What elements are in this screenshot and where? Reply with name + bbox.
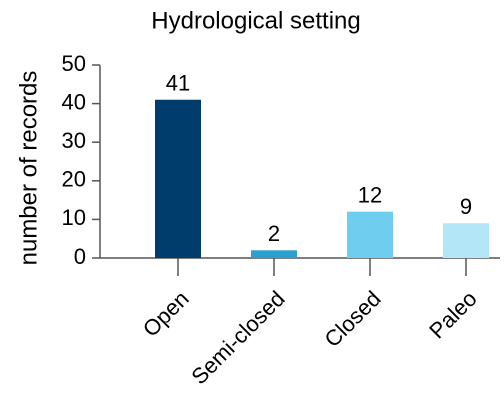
value-label: 2 <box>268 221 280 246</box>
value-label: 41 <box>166 71 190 96</box>
chart-title: Hydrological setting <box>151 7 360 34</box>
bar <box>443 223 489 258</box>
y-tick-label: 20 <box>62 167 86 192</box>
x-tick-label: Open <box>138 286 194 342</box>
y-tick-label: 30 <box>62 128 86 153</box>
bar <box>251 250 297 258</box>
x-tick-label: Semi-closed <box>186 286 289 389</box>
value-label: 9 <box>460 194 472 219</box>
bar <box>347 211 393 258</box>
y-tick-label: 50 <box>62 51 86 76</box>
x-tick-label: Paleo <box>424 286 481 343</box>
y-tick-label: 0 <box>74 244 86 269</box>
y-tick-label: 40 <box>62 89 86 114</box>
value-label: 12 <box>358 182 382 207</box>
x-tick-label: Closed <box>320 286 386 352</box>
y-axis-title: number of records <box>15 71 42 266</box>
bar <box>155 99 201 259</box>
y-tick-label: 10 <box>62 205 86 230</box>
